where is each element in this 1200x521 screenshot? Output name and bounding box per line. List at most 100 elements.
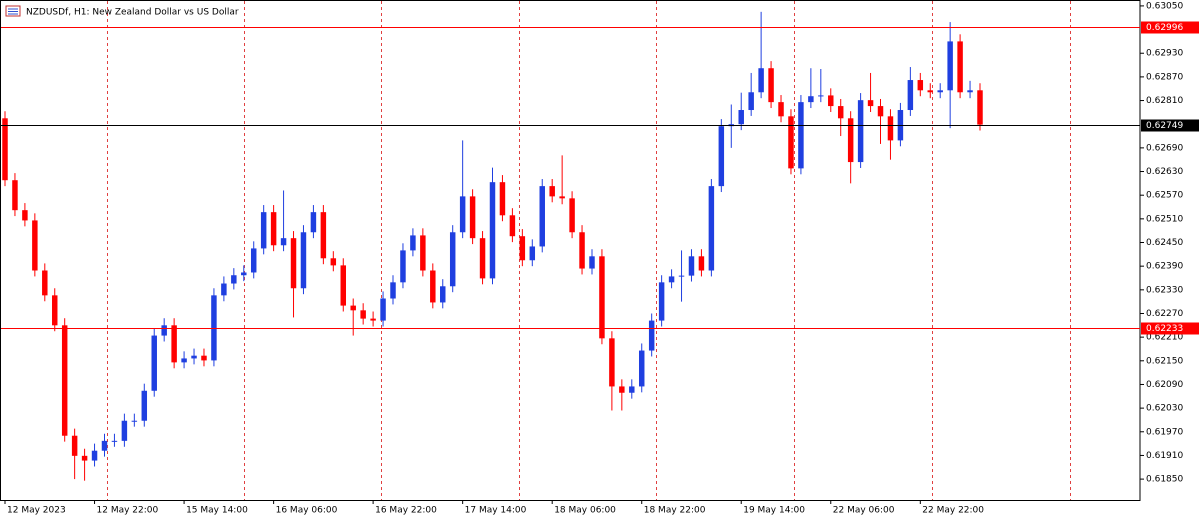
candle-body [768,68,774,103]
candle-body [957,41,963,93]
x-tick-label: 18 May 06:00 [554,506,616,516]
y-tick-label: 0.62090 [1146,380,1183,390]
candle-body [638,350,645,387]
candle-body [599,256,605,339]
x-tick-label: 22 May 06:00 [833,506,895,516]
chart-title: NZDUSDf, H1: New Zealand Dollar vs US Do… [26,8,239,18]
candle-body [887,116,894,141]
candle-body [430,270,436,303]
candle-body [469,196,476,239]
candle-body [2,118,8,181]
candle-body [440,286,446,303]
price-level-tag [1141,119,1199,132]
candle-body [609,338,615,387]
candle-body [201,355,207,361]
candle-body [260,212,267,249]
candle-body [121,420,128,441]
candle-body [499,182,506,216]
candle-body [131,420,138,422]
candle-body [320,212,327,259]
candle-body [350,305,356,311]
x-tick-label: 15 May 14:00 [186,506,248,516]
y-tick-label: 0.62450 [1146,238,1183,248]
y-tick-label: 0.62570 [1146,191,1183,201]
candle-body [748,92,754,111]
candle-body [171,325,177,363]
candle-body [947,41,953,91]
candle-body [420,235,426,271]
candle-body [400,250,406,283]
candle-body [241,272,247,276]
y-tick-label: 0.62150 [1146,356,1183,366]
candle-body [569,198,575,233]
x-tick-label: 16 May 06:00 [276,506,338,516]
candle-body [459,196,466,233]
candle-body [151,335,157,391]
candle-body [250,248,257,273]
candle-body [668,276,675,283]
y-tick-label: 0.62690 [1146,143,1183,153]
price-level-label: 0.62996 [1146,23,1183,33]
x-tick-label: 12 May 2023 [7,506,66,516]
candle-body [877,106,884,117]
y-tick-label: 0.62870 [1146,72,1183,82]
candle-body [410,235,416,251]
candle-body [101,440,108,451]
candle-body [479,238,486,279]
price-level-label: 0.62233 [1146,324,1183,334]
candle-body [91,450,98,461]
candle-body [589,256,595,269]
y-tick-label: 0.62270 [1146,309,1183,319]
candle-body [758,68,764,93]
candle-body [967,90,973,93]
candle-body [390,282,396,299]
candle-body [370,318,376,321]
y-tick-label: 0.61850 [1146,475,1183,485]
candle-body [857,100,864,163]
candle-body [937,90,943,93]
candle-body [559,196,565,199]
price-level-label: 0.62749 [1146,121,1183,131]
x-tick-label: 18 May 22:00 [644,506,706,516]
plot-frame [0,0,1141,501]
candle-body [798,102,804,169]
candle-body [181,358,187,363]
candle-body [847,118,854,163]
y-tick-label: 0.62330 [1146,285,1183,295]
candle-body [211,295,217,361]
candle-body [310,212,317,233]
y-tick-label: 0.62210 [1146,333,1183,343]
candle-body [788,116,794,169]
y-tick-label: 0.62930 [1146,49,1183,59]
candle-body [12,180,18,211]
y-tick-label: 0.62510 [1146,214,1183,224]
x-tick-label: 17 May 14:00 [465,506,527,516]
candle-body [977,90,983,125]
candle-body [290,238,297,289]
candle-body [549,186,555,197]
candle-body [837,106,844,119]
candle-body [380,298,386,321]
candle-body [828,95,834,107]
candle-body [489,182,496,279]
candle-body [579,232,585,269]
candle-body [917,80,924,91]
candle-body [22,210,28,221]
candle-body [81,455,88,461]
candle-body [708,186,715,271]
y-tick-label: 0.63050 [1146,1,1183,11]
candle-body [280,238,287,246]
candle-body [141,390,148,421]
y-tick-label: 0.62630 [1146,167,1183,177]
x-tick-label: 19 May 14:00 [743,506,805,516]
y-tick-label: 0.62390 [1146,262,1183,272]
candle-body [688,256,695,276]
candle-body [698,256,705,271]
candle-body [52,295,58,326]
candle-body [519,236,526,261]
candle-body [509,215,516,237]
candle-body [818,95,824,97]
x-tick-label: 16 May 22:00 [375,506,437,516]
candle-body [867,100,874,107]
y-tick-label: 0.62810 [1146,96,1183,106]
